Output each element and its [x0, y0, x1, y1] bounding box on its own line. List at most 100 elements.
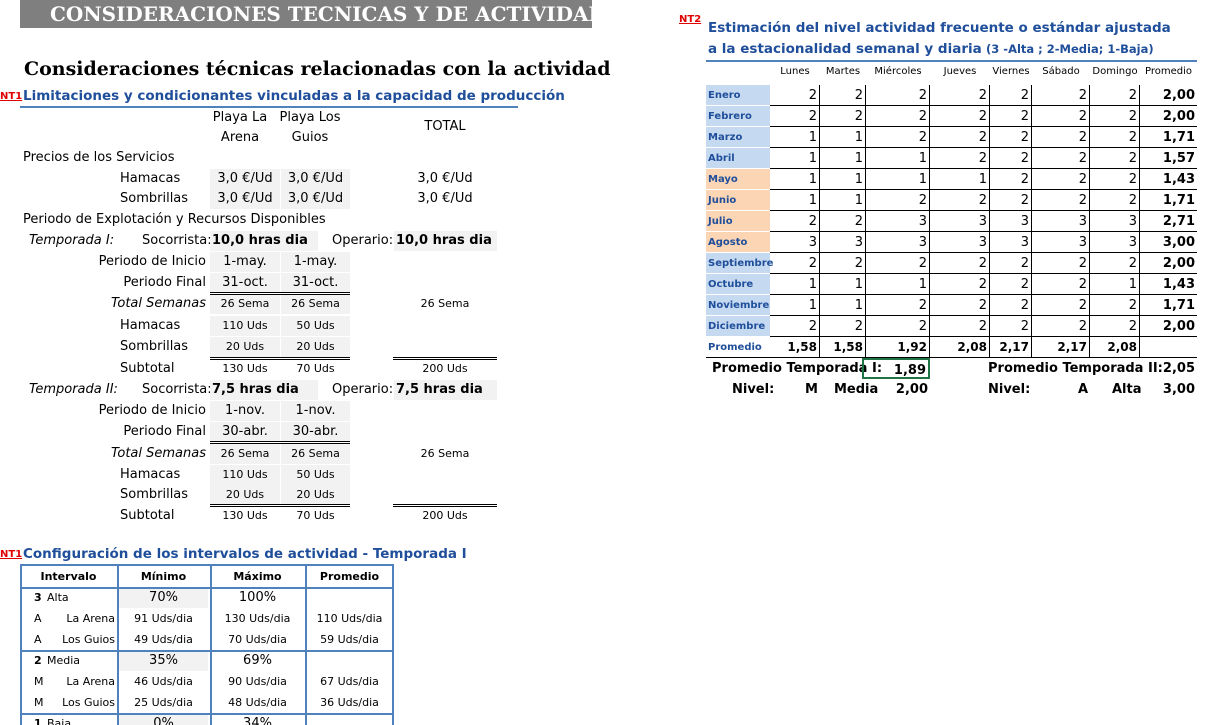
cell: 1,71 [1140, 127, 1197, 148]
cell: 2 [1032, 148, 1090, 169]
row-label: Promedio [708, 342, 762, 353]
double-underline [210, 441, 350, 444]
title-legend: (3 -Alta ; 2-Media; 1-Baja) [986, 42, 1154, 56]
cell: 2 [930, 190, 990, 211]
interval-code: 2 [34, 654, 42, 667]
title-underline [20, 106, 518, 108]
month-label: Febrero [706, 106, 770, 127]
cell: 1-nov. [210, 401, 280, 421]
title-underline [706, 60, 1197, 62]
cell: 3 [866, 232, 930, 253]
cell: 130 Uds [222, 509, 268, 522]
column-border [210, 564, 212, 725]
cell: 1 [770, 295, 820, 316]
level-name: Media [834, 382, 879, 397]
cell: 3 [930, 211, 990, 232]
cell: 2,00 [1140, 106, 1197, 127]
column-header: Playa La Arena [212, 110, 268, 145]
interval-code: 3 [34, 591, 42, 604]
cell: 2 [770, 106, 820, 127]
cell: 1,43 [1140, 169, 1197, 190]
cell: 2 [930, 106, 990, 127]
double-underline [393, 357, 497, 360]
cell: 2 [1090, 316, 1140, 337]
row-label: Total Semanas [111, 446, 206, 461]
cell: 2 [866, 85, 930, 106]
interval-code: A [34, 633, 42, 646]
column-header: Playa Los Guios [279, 110, 341, 145]
cell: 1,92 [866, 337, 930, 358]
cell: 2 [990, 85, 1032, 106]
cell: 2 [1032, 106, 1090, 127]
cell: 1,58 [770, 337, 820, 358]
row-label: Temporada I: [29, 233, 115, 248]
cell: 1 [820, 190, 866, 211]
cell: 1 [770, 127, 820, 148]
cell: 2 [990, 295, 1032, 316]
month-label: Diciembre [706, 316, 770, 337]
cell: 2 [866, 316, 930, 337]
cell: 2 [930, 148, 990, 169]
cell: 26 Sema [420, 297, 470, 310]
row-label: Periodo de Inicio [98, 254, 206, 269]
cell: 2 [820, 253, 866, 274]
column-header: Jueves [943, 66, 977, 77]
cell: 110 Uds [210, 465, 280, 485]
cell: 90 Uds/dia [228, 675, 287, 688]
cell: 2 [930, 253, 990, 274]
header-bar: CONSIDERACIONES TECNICAS Y DE ACTIVIDAD [20, 0, 606, 28]
row-label: Subtotal [120, 361, 175, 376]
cell: 3 [820, 232, 866, 253]
cell: 1 [820, 274, 866, 295]
column-header: Promedio [319, 570, 380, 583]
cell: 1 [770, 190, 820, 211]
interval-name: Los Guios [62, 633, 115, 646]
cell: 59 Uds/dia [320, 633, 379, 646]
month-label: Agosto [706, 232, 770, 253]
cell: 2 [990, 148, 1032, 169]
level-value: 2,00 [895, 382, 928, 397]
cell: 1 [820, 169, 866, 190]
cell: 2 [820, 316, 866, 337]
column-header: Miércoles [874, 66, 922, 77]
cell: 0% [119, 713, 208, 725]
level-value: 3,00 [1162, 382, 1195, 397]
summary-value: 2,05 [1162, 361, 1195, 376]
cell: 3 [1090, 211, 1140, 232]
cell: 91 Uds/dia [134, 612, 193, 625]
cell: 2 [990, 169, 1032, 190]
interval-name: La Arena [66, 612, 115, 625]
cell: 130 Uds [222, 362, 268, 375]
cell: 2,00 [1140, 85, 1197, 106]
column-header: Viernes [992, 66, 1030, 77]
title-text: Estimación del nivel actividad frecuente… [708, 20, 1171, 57]
cell: 1,71 [1140, 295, 1197, 316]
cell: 2 [1032, 85, 1090, 106]
cell: 2 [1032, 169, 1090, 190]
cell: 2 [866, 253, 930, 274]
cell: 2 [1032, 253, 1090, 274]
row-label: Periodo de Explotación y Recursos Dispon… [23, 212, 326, 227]
interval-code: 1 [34, 717, 42, 725]
cell: 1 [820, 127, 866, 148]
row-border [20, 713, 394, 715]
cell: Socorrista: [142, 382, 212, 397]
interval-name: La Arena [66, 675, 115, 688]
cell: 2 [1032, 274, 1090, 295]
cell: 2 [930, 274, 990, 295]
cell: 3,00 [1140, 232, 1197, 253]
cell: 7,5 hras dia [394, 380, 497, 400]
cell: 1-may. [281, 252, 350, 272]
cell: 3,0 €/Ud [417, 191, 473, 206]
cell: 30-abr. [281, 422, 350, 442]
section-title: Consideraciones técnicas relacionadas co… [24, 58, 611, 80]
cell: 3,0 €/Ud [417, 171, 473, 186]
cell: 70 Uds [296, 362, 335, 375]
row-border [20, 650, 394, 652]
cell: 2 [930, 295, 990, 316]
cell: 3,0 €/Ud [210, 169, 280, 189]
level-code: A [1078, 382, 1089, 397]
cell: 3,0 €/Ud [281, 169, 350, 189]
block-title: Limitaciones y condicionantes vinculadas… [23, 88, 565, 104]
